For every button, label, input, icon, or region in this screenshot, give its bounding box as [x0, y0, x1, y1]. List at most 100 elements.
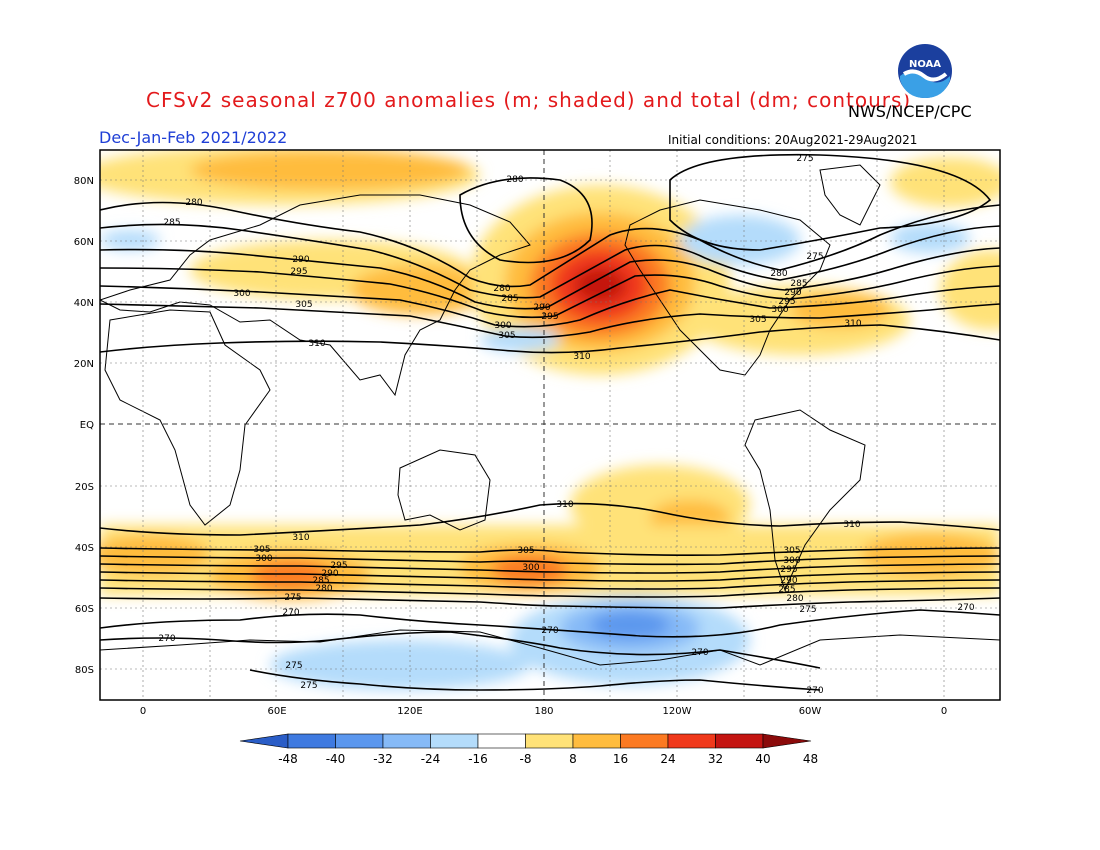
contour-label: 285: [163, 218, 180, 228]
contour-label: 290: [533, 303, 550, 313]
contour-295-south: [100, 563, 1000, 574]
colorbar-segment: [430, 733, 479, 749]
colorbar: -48 -40 -32 -24 -16 -8 8 16 24 32 40 48: [239, 733, 818, 766]
noaa-logo-icon: NOAA: [895, 41, 955, 101]
contour-label: 270: [541, 626, 558, 636]
lon-label: 0: [941, 706, 947, 717]
contour-label: 280: [315, 584, 332, 594]
colorbar-segment: [382, 733, 431, 749]
contour-285-south: [100, 579, 1000, 590]
colorbar-segment: [335, 733, 384, 749]
contour-280: [100, 201, 1000, 288]
contour-label: 310: [556, 500, 573, 510]
contour-label: 310: [573, 352, 590, 362]
contour-label: 305: [253, 545, 270, 555]
contour-290-south: [100, 571, 1000, 582]
lat-label: 80N: [74, 176, 94, 187]
contour-305: [100, 303, 1000, 339]
contour-label: 270: [691, 648, 708, 658]
contour-300-south: [100, 555, 1000, 566]
contour-310: [100, 324, 1000, 354]
contour-285: [100, 223, 1000, 299]
contour-305-south: [100, 547, 1000, 556]
north-america-outline: [624, 199, 831, 376]
africa-outline: [104, 309, 271, 526]
lat-label: 40S: [75, 543, 94, 554]
contour-label: 280: [786, 594, 803, 604]
contour-label: 270: [957, 603, 974, 613]
lon-label: 180: [534, 706, 553, 717]
south-america-outline: [744, 409, 866, 592]
lon-label: 60W: [799, 706, 822, 717]
colorbar-arrow-left: [239, 733, 289, 749]
contour-label: 295: [778, 297, 795, 307]
contour-label: 295: [780, 565, 797, 575]
lat-label: 20S: [75, 482, 94, 493]
colorbar-segment: [620, 733, 669, 749]
contour-label: 300: [771, 305, 788, 315]
contour-275-south: [100, 597, 1000, 609]
greenland-outline: [819, 164, 881, 226]
contour-label: 290: [784, 288, 801, 298]
colorbar-segment: [287, 733, 336, 749]
colorbar-tick-label: -16: [468, 752, 488, 766]
colorbar-tick-label: 8: [569, 752, 577, 766]
contour-310-south: [100, 502, 1000, 536]
contour-290: [100, 247, 1000, 310]
contour-label: 285: [312, 576, 329, 586]
contour-label: 305: [498, 331, 515, 341]
equator-dateline: [100, 150, 1000, 700]
contour-label: 270: [282, 608, 299, 618]
contour-label: 305: [517, 546, 534, 556]
contour-label: 275: [285, 661, 302, 671]
contour-label: 290: [292, 255, 309, 265]
contour-label: 270: [158, 634, 175, 644]
contour-label: 275: [796, 154, 813, 164]
contour-label: 300: [494, 321, 511, 331]
contour-label: 310: [844, 319, 861, 329]
contour-label: 305: [749, 315, 766, 325]
colorbar-tick-label: 16: [613, 752, 628, 766]
colorbar-tick-label: -8: [520, 752, 532, 766]
contour-label: 275: [799, 605, 816, 615]
contour-300: [100, 285, 1000, 328]
colorbar-segment: [477, 733, 526, 749]
colorbar-tick-label: 48: [803, 752, 818, 766]
colorbar-tick-label: 24: [660, 752, 675, 766]
contour-label: 285: [778, 585, 795, 595]
eurasia-outline: [100, 194, 531, 397]
contour-label: 280: [506, 175, 523, 185]
lon-label: 120E: [397, 706, 422, 717]
contour-295: [100, 265, 1000, 319]
lat-label: EQ: [80, 420, 94, 431]
lat-label: 40N: [74, 298, 94, 309]
contour-280-south: [100, 587, 1000, 598]
lon-label: 120W: [663, 706, 692, 717]
colorbar-tick-label: 40: [755, 752, 770, 766]
lat-label: 80S: [75, 665, 94, 676]
contour-275-north: [669, 153, 992, 251]
colorbar-segment: [667, 733, 716, 749]
agency-label: NWS/NCEP/CPC: [848, 102, 972, 121]
contour-label: 300: [233, 289, 250, 299]
anomaly-shading: [100, 150, 1000, 690]
map-area: 275 280 280 285 290 295 300 305 310 280 …: [100, 150, 1000, 700]
contour-label: 290: [780, 576, 797, 586]
colorbar-tick-label: -40: [326, 752, 346, 766]
contour-labels: 275 280 280 285 290 295 300 305 310 280 …: [158, 154, 974, 696]
contour-label: 305: [295, 300, 312, 310]
contour-label: 295: [330, 561, 347, 571]
contour-275-inner: [249, 669, 821, 691]
season-label: Dec-Jan-Feb 2021/2022: [99, 128, 288, 147]
latitude-labels: 80N 60N 40N 20N EQ 20S 40S 60S 80S: [74, 176, 94, 676]
contour-label: 270: [806, 686, 823, 696]
contour-270-inner: [100, 631, 821, 669]
contour-label: 285: [501, 294, 518, 304]
contour-280-north-pacific: [459, 177, 593, 264]
contour-label: 275: [284, 593, 301, 603]
colorbar-segment: [572, 733, 621, 749]
colorbar-tick-label: -24: [421, 752, 441, 766]
contour-label: 300: [522, 563, 539, 573]
lat-label: 20N: [74, 359, 94, 370]
